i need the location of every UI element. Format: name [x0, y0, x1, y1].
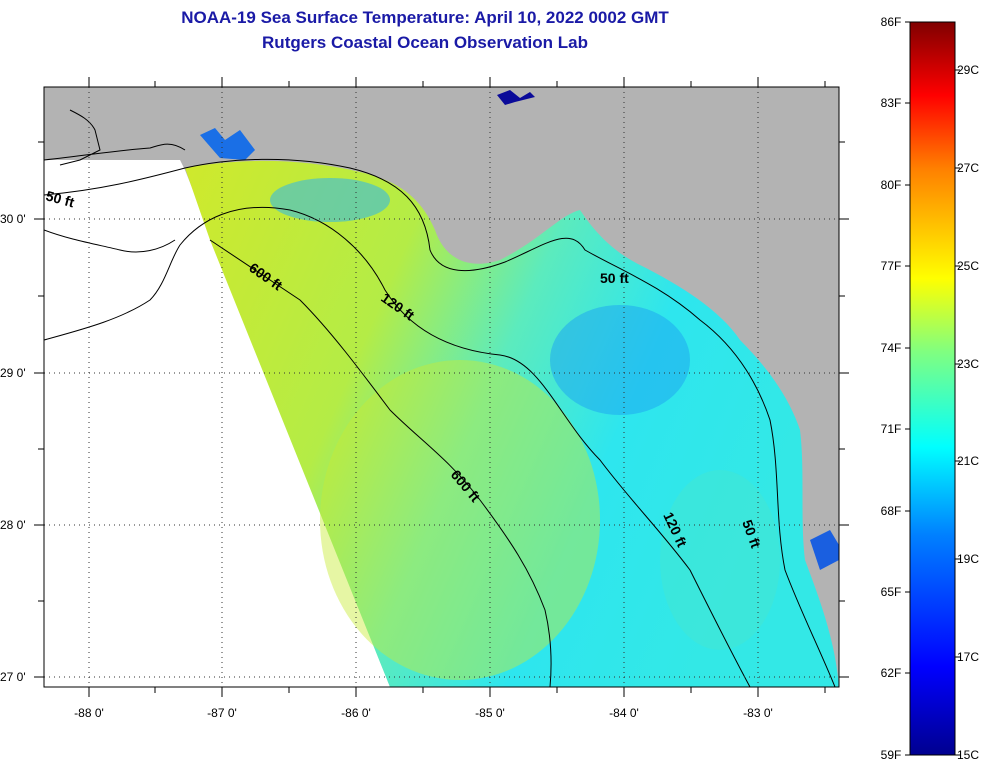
colorbar-c-label: 29C — [957, 63, 980, 77]
warm-patch — [320, 360, 600, 680]
ocean-sst — [185, 160, 839, 687]
colorbar-c-label: 19C — [957, 552, 980, 566]
axis-ticks — [34, 77, 849, 697]
colorbar — [909, 21, 956, 756]
colorbar-f-label: 68F — [880, 504, 902, 518]
map-title: NOAA-19 Sea Surface Temperature: April 1… — [181, 8, 669, 27]
lat-label: 28 0' — [0, 518, 26, 532]
colorbar-ticks — [905, 21, 960, 756]
map-subtitle: Rutgers Coastal Ocean Observation Lab — [262, 33, 588, 52]
colorbar-c-label: 21C — [957, 454, 980, 468]
map-grid — [44, 87, 839, 687]
lon-label: -85 0' — [475, 706, 505, 720]
lon-label: -86 0' — [341, 706, 371, 720]
map-frame — [43, 86, 840, 688]
colorbar-f-label: 71F — [880, 422, 902, 436]
contour-50ft — [44, 158, 836, 687]
cool-patch — [660, 470, 780, 650]
colorbar-f-label: 59F — [880, 748, 902, 762]
colorbar-f-label: 62F — [880, 666, 902, 680]
colorbar-f-label: 83F — [880, 96, 902, 110]
coastline — [44, 109, 186, 166]
colorbar-c-label: 27C — [957, 161, 980, 175]
bay-water — [200, 128, 255, 160]
lon-label: -84 0' — [609, 706, 639, 720]
colorbar-f-label: 80F — [880, 178, 902, 192]
lat-label: 27 0' — [0, 670, 26, 684]
colorbar-c-label: 15C — [957, 748, 980, 762]
colorbar-f-label: 77F — [880, 259, 902, 273]
lon-label: -83 0' — [743, 706, 773, 720]
colorbar-c-label: 17C — [957, 650, 980, 664]
colorbar-f-label: 74F — [880, 341, 902, 355]
contour-label: 50 ft — [44, 187, 76, 210]
contour-label: 50 ft — [600, 270, 629, 286]
contour-600ft — [209, 239, 552, 687]
colorbar-c-label: 23C — [957, 357, 980, 371]
cool-patch — [270, 178, 390, 222]
swath-edge — [44, 87, 390, 687]
cool-patch — [550, 305, 690, 415]
lon-label: -87 0' — [207, 706, 237, 720]
bay-water — [810, 530, 839, 570]
lat-label: 29 0' — [0, 366, 26, 380]
lat-label: 30 0' — [0, 212, 26, 226]
lake-water — [497, 90, 535, 105]
lon-label: -88 0' — [74, 706, 104, 720]
colorbar-c-label: 25C — [957, 259, 980, 273]
colorbar-f-label: 65F — [880, 585, 902, 599]
coastline — [44, 229, 176, 253]
colorbar-f-label: 86F — [880, 15, 902, 29]
contour-120ft — [44, 206, 751, 687]
